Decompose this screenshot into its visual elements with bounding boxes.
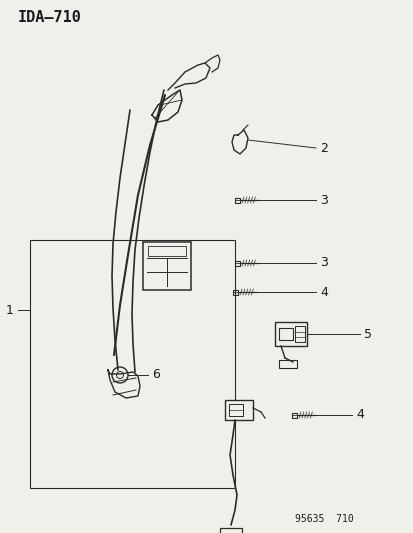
Bar — [278, 360, 296, 368]
Bar — [30, 240, 235, 488]
Bar — [224, 400, 252, 420]
Text: 6: 6 — [152, 368, 159, 382]
Bar — [274, 322, 306, 346]
Bar — [235, 261, 240, 265]
Bar — [233, 289, 238, 295]
Bar — [147, 246, 185, 256]
Text: 4: 4 — [355, 408, 363, 422]
Bar — [278, 328, 292, 340]
Bar — [292, 413, 297, 417]
Bar — [142, 242, 190, 290]
Text: 1: 1 — [6, 303, 14, 317]
Text: 3: 3 — [319, 256, 327, 270]
Bar — [228, 404, 242, 416]
Text: IDA–710: IDA–710 — [18, 10, 82, 25]
Text: 4: 4 — [319, 286, 327, 298]
Text: 5: 5 — [363, 327, 371, 341]
Text: 2: 2 — [319, 141, 327, 155]
Text: 95635  710: 95635 710 — [294, 514, 353, 524]
Bar — [219, 528, 242, 533]
Bar — [294, 326, 304, 342]
Text: 3: 3 — [319, 193, 327, 206]
Bar — [235, 198, 240, 203]
